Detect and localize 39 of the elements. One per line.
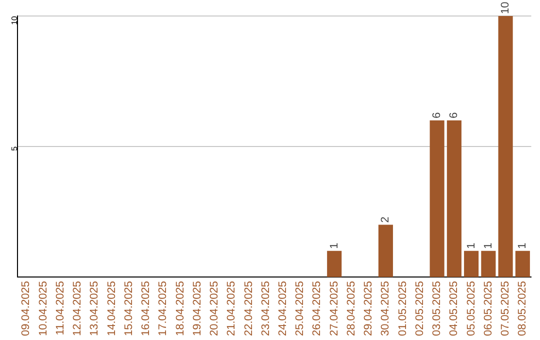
x-tick-label: 25.04.2025: [294, 280, 306, 336]
x-tick-label: 18.04.2025: [174, 280, 186, 336]
x-tick-label: 07.05.2025: [500, 280, 512, 336]
x-tick-label: 12.04.2025: [72, 280, 84, 336]
data-label: 6: [431, 112, 444, 118]
x-tick-label: 04.05.2025: [448, 280, 460, 336]
x-tick-label: 17.04.2025: [157, 280, 170, 336]
x-tick-label: 14.04.2025: [106, 280, 118, 336]
x-tick-label: 19.04.2025: [191, 280, 204, 336]
x-tick-label: 13.04.2025: [88, 280, 101, 336]
data-label: 1: [482, 242, 494, 249]
x-tick-label: 27.04.2025: [328, 280, 340, 336]
x-tick-label: 22.04.2025: [242, 280, 255, 336]
data-label: 10: [500, 2, 512, 14]
x-tick-label: 16.04.2025: [140, 280, 152, 336]
x-tick-label: 10.04.2025: [37, 280, 50, 336]
x-tick-label: 23.04.2025: [260, 280, 272, 336]
x-tick-label: 24.04.2025: [277, 280, 290, 336]
x-tick-label: 30.04.2025: [380, 280, 392, 336]
data-label: 6: [448, 112, 460, 118]
x-tick-label: 26.04.2025: [311, 280, 324, 336]
x-tick-label: 29.04.2025: [362, 280, 375, 336]
x-tick-label: 03.05.2025: [431, 280, 444, 336]
x-tick-label: 28.04.2025: [345, 280, 358, 336]
x-tick-label: 21.04.2025: [226, 280, 238, 336]
x-tick-label: 06.05.2025: [482, 280, 494, 336]
x-tick-label: 09.04.2025: [20, 280, 32, 336]
x-tick-label: 02.05.2025: [414, 280, 426, 336]
x-tick-label: 15.04.2025: [122, 280, 135, 336]
data-label: 1: [328, 242, 340, 249]
y-tick-label: 5: [10, 146, 19, 151]
x-tick-label: 11.04.2025: [54, 280, 66, 336]
data-label: 2: [380, 216, 392, 223]
data-label: 1: [516, 242, 529, 249]
x-tick-label: 05.05.2025: [465, 280, 478, 336]
x-tick-label: 08.05.2025: [516, 280, 529, 336]
x-tick-label: 20.04.2025: [208, 280, 221, 336]
x-tick-label: 01.05.2025: [396, 280, 409, 336]
data-label: 1: [465, 242, 478, 249]
